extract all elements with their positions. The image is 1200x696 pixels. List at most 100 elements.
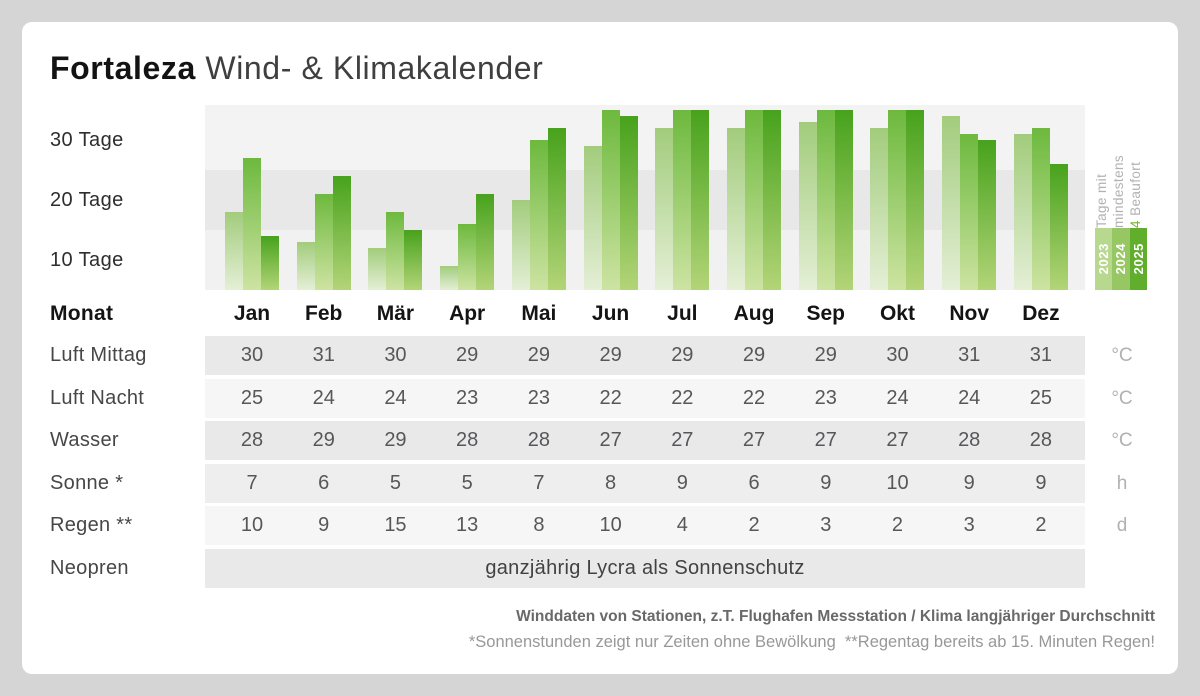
row-unit: h (1116, 472, 1128, 494)
bar-2024-Nov (960, 134, 979, 290)
cell-regen-Okt: 2 (891, 514, 904, 536)
month-header-Jul: Jul (667, 302, 698, 325)
y-tick-label: 30 Tage (50, 129, 124, 151)
cell-luftmittag-Mär: 30 (384, 344, 407, 366)
cell-luftmittag-Dez: 31 (1029, 344, 1053, 366)
cell-regen-Mai: 8 (533, 514, 545, 536)
cell-regen-Feb: 9 (318, 514, 330, 536)
table-row-cells: 28 29 29 28 28 27 27 27 27 27 28 28 (205, 421, 1085, 460)
row-label-regen: Regen ** (50, 514, 133, 536)
row-label-luftmittag: Luft Mittag (50, 344, 147, 366)
bar-2023-Mär (368, 248, 387, 290)
chart-plot-area (205, 105, 1085, 290)
bar-2024-Apr (458, 224, 477, 290)
legend-beaufort-text: Beaufort (1128, 161, 1143, 221)
cell-wasser-Apr: 28 (456, 429, 479, 451)
bar-2023-Jul (655, 128, 674, 290)
cell-wasser-Nov: 28 (958, 429, 981, 451)
legend-swatch-label: 2023 (1096, 243, 1112, 275)
bar-group-Apr (440, 194, 495, 290)
bar-2024-Jun (601, 110, 620, 290)
cell-wasser-Mai: 28 (527, 429, 550, 451)
bar-2025-Jul (691, 110, 710, 290)
cell-sonne-Nov: 9 (963, 471, 975, 494)
bar-group-Sep (798, 110, 853, 290)
bar-2024-Okt (888, 110, 907, 290)
legend-line-1: Tage mit (1094, 173, 1109, 228)
bar-2025-Aug (763, 110, 782, 290)
bar-2025-Mär (404, 230, 423, 290)
bar-2024-Jul (673, 110, 692, 290)
cell-luftnacht-Sep: 23 (814, 386, 837, 409)
bar-group-Mär (368, 212, 423, 290)
cell-regen-Jan: 10 (240, 514, 264, 536)
month-header-Aug: Aug (733, 302, 775, 325)
bar-2023-Nov (942, 116, 961, 290)
cell-luftmittag-Mai: 29 (527, 344, 550, 366)
bar-2023-Jan (225, 212, 243, 290)
table-row-cells: 10 9 15 13 8 10 4 2 3 2 3 2 (205, 506, 1085, 545)
cell-wasser-Jan: 28 (240, 429, 264, 451)
legend-line-3: 4 Beaufort (1127, 108, 1144, 228)
cell-regen-Sep: 3 (820, 514, 832, 536)
cell-wasser-Jun: 27 (599, 429, 622, 451)
legend-beaufort-number: 4 (1128, 220, 1143, 228)
table-row-band: 7 6 5 5 7 8 9 6 9 10 9 9 (205, 463, 1085, 503)
row-unit: °C (1111, 387, 1133, 409)
cell-luftnacht-Nov: 24 (958, 386, 981, 409)
bar-2025-Jan (261, 236, 279, 290)
cell-wasser-Okt: 27 (886, 429, 909, 451)
y-tick-label: 20 Tage (50, 189, 124, 211)
cell-luftmittag-Jan: 30 (240, 344, 264, 366)
bar-2023-Jun (583, 146, 602, 290)
bar-group-Jun (583, 110, 638, 290)
table-row-cells: 7 6 5 5 7 8 9 6 9 10 9 9 (205, 464, 1085, 503)
cell-luftnacht-Mai: 23 (527, 386, 550, 409)
cell-luftmittag-Jul: 29 (671, 344, 694, 366)
bar-2024-Aug (745, 110, 764, 290)
table-row-band: 10 9 15 13 8 10 4 2 3 2 3 2 (205, 506, 1085, 545)
table-row-band: 28 29 29 28 28 27 27 27 27 27 28 28 (205, 421, 1085, 460)
bar-2023-Okt (870, 128, 889, 290)
page-title-subtitle: Wind- & Klimakalender (205, 50, 544, 86)
legend-line-2: mindestens (1111, 154, 1126, 228)
cell-luftnacht-Okt: 24 (886, 386, 909, 409)
bar-2024-Dez (1031, 128, 1050, 290)
cell-luftnacht-Apr: 23 (456, 386, 479, 409)
cell-luftnacht-Jun: 22 (599, 386, 622, 409)
cell-luftmittag-Aug: 29 (742, 344, 766, 366)
month-header-Apr: Apr (449, 302, 486, 325)
cell-luftmittag-Okt: 30 (886, 344, 909, 366)
month-header-Mär: Mär (376, 302, 415, 325)
cell-wasser-Aug: 27 (742, 429, 766, 451)
bar-2024-Sep (816, 110, 835, 290)
bar-group-Nov (942, 116, 997, 290)
bar-2024-Mai (529, 140, 548, 290)
bar-group-Dez (1013, 128, 1068, 290)
cell-luftmittag-Apr: 29 (456, 344, 479, 366)
bar-2025-Jun (619, 116, 638, 290)
cell-luftnacht-Feb: 24 (312, 386, 335, 409)
month-header-Dez: Dez (1022, 302, 1060, 325)
cell-luftnacht-Jan: 25 (240, 386, 264, 409)
month-header-Feb: Feb (305, 302, 343, 325)
legend-swatch-2024: 2024 (1112, 228, 1130, 290)
month-header-Sep: Sep (806, 302, 845, 325)
cell-regen-Aug: 2 (748, 514, 760, 536)
bar-group-Feb (296, 176, 351, 290)
month-header-Okt: Okt (879, 302, 915, 325)
bar-group-Jul (655, 110, 710, 290)
bar-2025-Sep (834, 110, 853, 290)
row-unit: °C (1111, 430, 1133, 451)
cell-wasser-Dez: 28 (1029, 429, 1053, 451)
footer-source-line: Winddaten von Stationen, z.T. Flughafen … (516, 608, 1155, 625)
cell-sonne-Feb: 6 (318, 471, 330, 494)
cell-regen-Jun: 10 (599, 514, 622, 536)
month-header-row: Jan Feb Mär Apr Mai Jun Jul Aug Sep Okt Nov Dez (205, 300, 1085, 328)
cell-luftnacht-Mär: 24 (384, 386, 407, 409)
month-header-Nov: Nov (949, 302, 990, 325)
cell-sonne-Dez: 9 (1035, 471, 1047, 494)
bar-2025-Okt (906, 110, 925, 290)
cell-sonne-Mär: 5 (389, 471, 401, 494)
bar-2023-Feb (296, 242, 315, 290)
